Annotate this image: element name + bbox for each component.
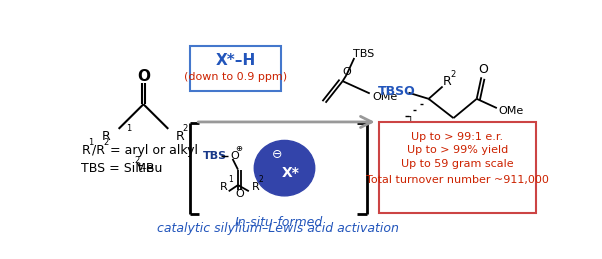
Text: ⊕: ⊕: [235, 144, 243, 153]
FancyBboxPatch shape: [190, 46, 281, 91]
Ellipse shape: [254, 140, 315, 196]
Text: R: R: [81, 144, 90, 157]
Text: 1: 1: [407, 116, 412, 125]
Text: = aryl or alkyl: = aryl or alkyl: [106, 144, 198, 157]
Text: Total turnover number ~911,000: Total turnover number ~911,000: [366, 175, 549, 185]
Text: Up to > 99% yield: Up to > 99% yield: [407, 146, 508, 155]
Text: R: R: [392, 121, 401, 135]
Text: Up to 59 gram scale: Up to 59 gram scale: [401, 159, 514, 169]
Text: 2: 2: [134, 156, 140, 165]
Text: 2: 2: [258, 175, 263, 184]
Text: X*: X*: [282, 166, 300, 180]
Text: O: O: [230, 151, 239, 161]
Text: R: R: [219, 182, 227, 192]
Text: O: O: [235, 189, 244, 199]
Text: O: O: [137, 69, 150, 84]
Text: R: R: [442, 75, 452, 88]
Text: In-situ-formed: In-situ-formed: [234, 215, 323, 228]
Text: R: R: [176, 130, 185, 143]
Text: TBS = SiMe: TBS = SiMe: [81, 162, 154, 175]
Text: TBS: TBS: [203, 151, 227, 161]
Text: 2: 2: [450, 70, 456, 79]
Text: 2: 2: [182, 124, 187, 133]
FancyBboxPatch shape: [379, 122, 536, 213]
Text: O: O: [478, 63, 488, 76]
Text: 1: 1: [88, 138, 94, 147]
Text: OMe: OMe: [498, 106, 524, 116]
Text: ⊖: ⊖: [272, 148, 282, 161]
Text: TBS: TBS: [353, 49, 374, 59]
Text: (down to 0.9 ppm): (down to 0.9 ppm): [184, 72, 287, 82]
Text: R: R: [252, 182, 259, 192]
Text: O: O: [342, 67, 351, 77]
Text: X*–H: X*–H: [216, 53, 256, 68]
Text: R: R: [102, 130, 111, 143]
Text: TBSO: TBSO: [377, 85, 415, 98]
Text: OMe: OMe: [372, 91, 397, 102]
Text: catalytic silylium–Lewis acid activation: catalytic silylium–Lewis acid activation: [157, 222, 399, 235]
Text: /R: /R: [92, 144, 105, 157]
Text: Up to > 99:1 e.r.: Up to > 99:1 e.r.: [411, 132, 503, 142]
Text: 1: 1: [126, 124, 132, 133]
Text: t-Bu: t-Bu: [138, 162, 163, 175]
Text: 2: 2: [103, 138, 108, 147]
Text: 1: 1: [229, 175, 234, 184]
